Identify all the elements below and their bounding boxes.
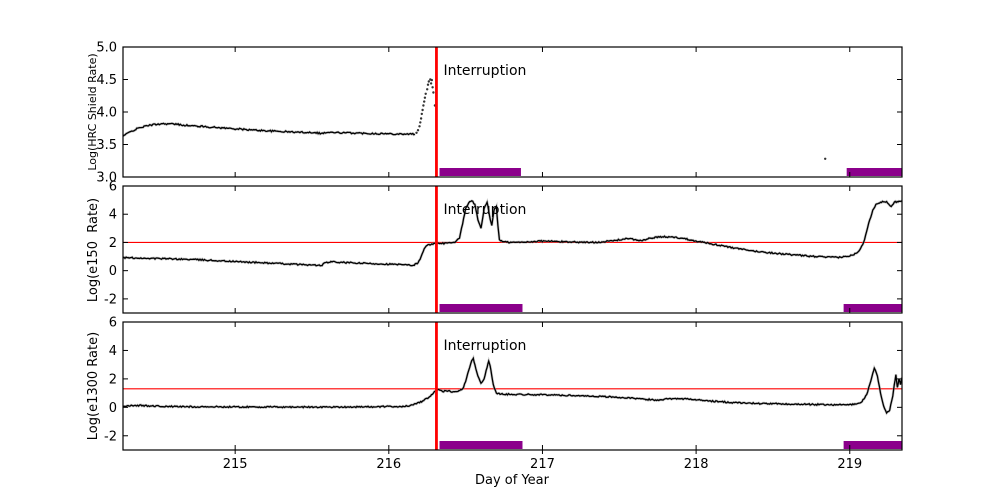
interruption-label: Interruption (443, 338, 526, 354)
panel-frame (122, 321, 903, 451)
y-tick-label: 0 (109, 264, 117, 279)
panel-1: Interruption 3.0 3.5 4.0 4.5 5.0 (96, 41, 903, 186)
y-tick-label: 6 (109, 180, 117, 195)
hrc-shield-rise (415, 78, 437, 134)
tick-marks (123, 46, 902, 178)
y-tick-label: 4 (109, 344, 117, 359)
interruption-interval-bar (843, 441, 902, 449)
y-tick-label: 4.0 (96, 106, 117, 121)
panel-1-y-axis-label: Log(HRC Shield Rate) (86, 53, 99, 170)
interruption-interval-bar (846, 168, 902, 176)
x-tick-label: 217 (530, 457, 555, 472)
y-tick-label: -2 (104, 292, 117, 307)
y-tick-label: 3.0 (96, 171, 117, 186)
x-tick-label: 218 (684, 457, 709, 472)
x-tick-label: 216 (376, 457, 401, 472)
interruption-interval-bar (439, 304, 523, 312)
interruption-interval-bar (439, 441, 523, 449)
panel-3: Interruption 215 216 217 218 219 -2 0 2 4 6 (104, 316, 903, 472)
y-tick-label: 4 (109, 208, 117, 223)
x-tick-label: 219 (837, 457, 862, 472)
tick-marks (123, 185, 902, 313)
interruption-label: Interruption (443, 202, 526, 218)
y-tick-label: 4.5 (96, 73, 117, 88)
y-tick-label: 6 (109, 316, 117, 331)
x-tick-label: 215 (223, 457, 248, 472)
e1300-main (123, 356, 902, 415)
y-tick-label: 0 (109, 401, 117, 416)
panel-frame (122, 185, 903, 314)
y-tick-label: -2 (104, 429, 117, 444)
y-tick-label: 2 (109, 372, 117, 387)
hrc-shield-stray-point (824, 157, 827, 160)
y-tick-label: 3.5 (96, 138, 117, 153)
interruption-interval-bar (439, 168, 521, 176)
panel-2: Interruption -2 0 2 4 6 (104, 180, 903, 314)
panel-2-y-axis-label: Log(e150 Rate) (86, 198, 101, 302)
e150-main (123, 200, 902, 267)
tick-marks (123, 321, 902, 454)
y-tick-label: 5.0 (96, 41, 117, 56)
interruption-label: Interruption (443, 63, 526, 79)
panel-3-y-axis-label: Log(e1300 Rate) (86, 332, 101, 440)
interruption-interval-bar (843, 304, 902, 312)
hrc-shield-main (123, 122, 416, 137)
x-axis-label: Day of Year (475, 473, 550, 488)
y-tick-label: 2 (109, 236, 117, 251)
